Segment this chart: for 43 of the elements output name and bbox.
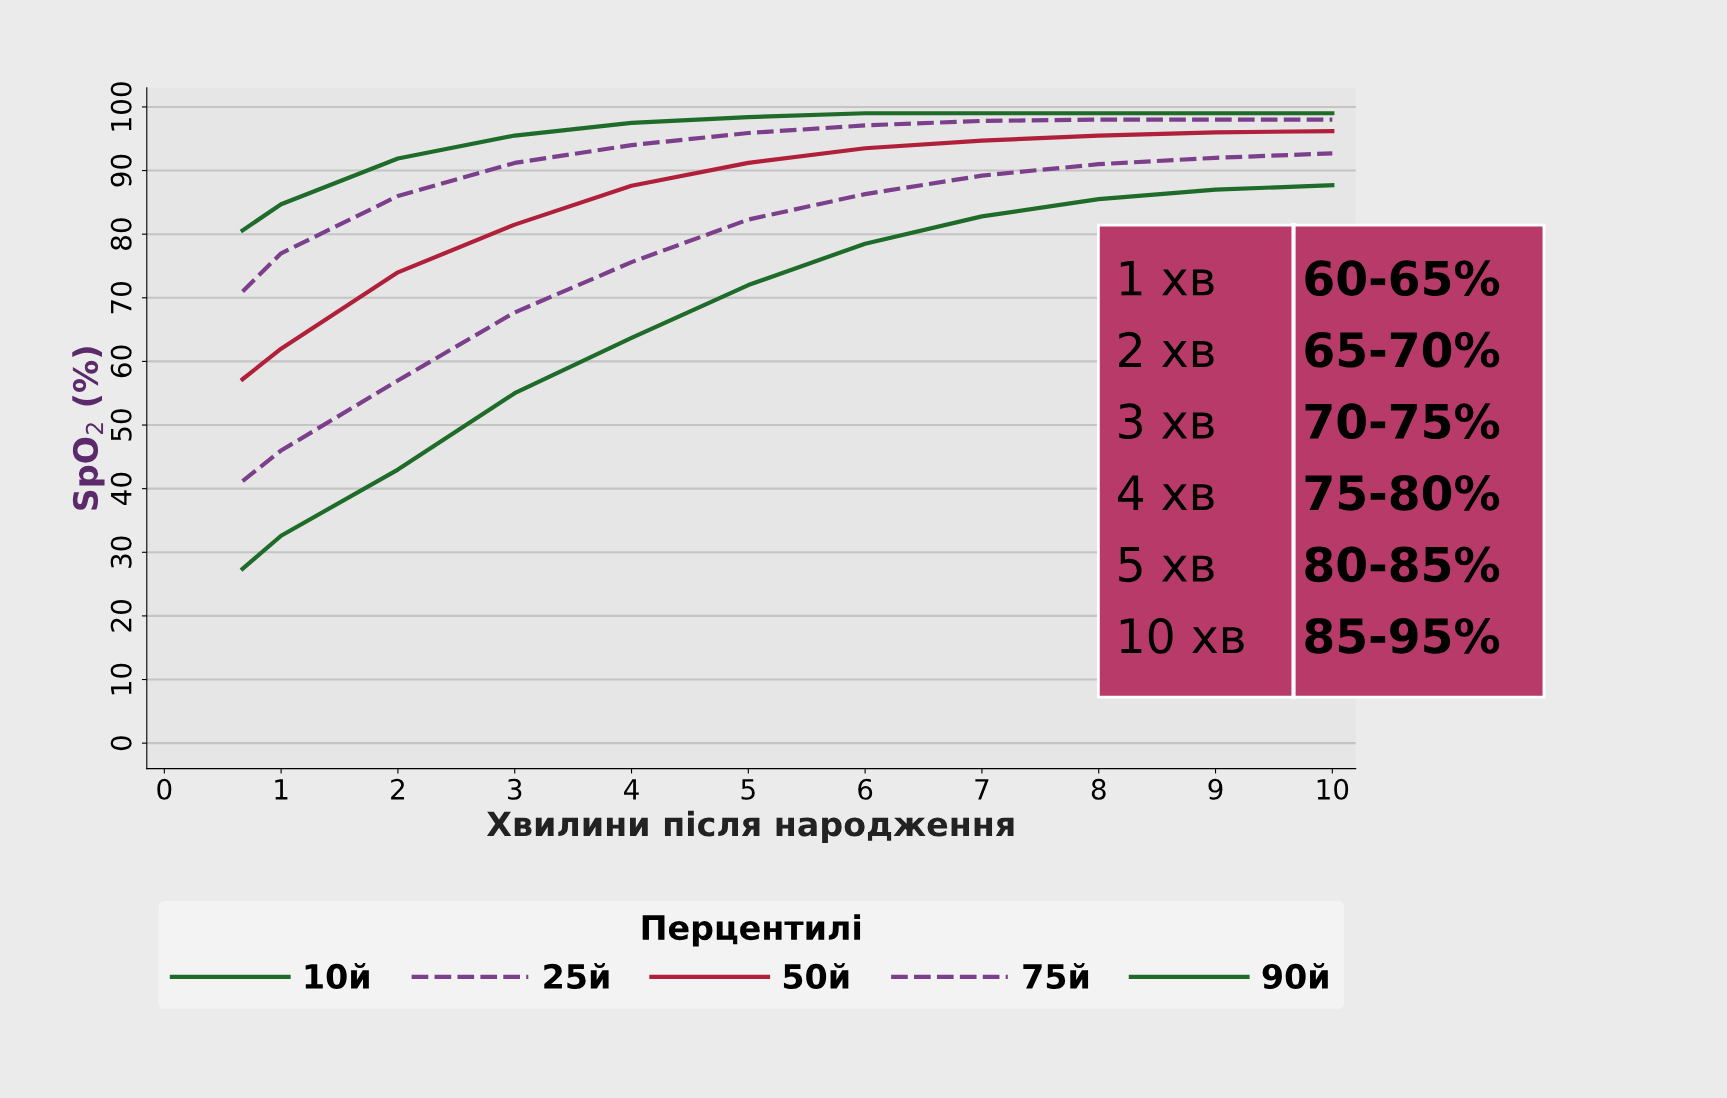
annotation: 4 хв [1117,475,1214,510]
x-tick-label: 3 [508,778,522,800]
x-tick-label: 0 [157,778,172,800]
x-tick-label: 5 [741,779,755,800]
x-tick-label: 6 [858,778,873,800]
y-tick-label: 100 [110,82,132,131]
y-axis-title: SpO$_{2}$ (%) [72,347,105,510]
x-tick-label: 10 [1317,778,1349,800]
y-tick-label: 60 [110,345,132,378]
annotation: 10 хв [1120,617,1244,654]
y-tick-label: 50 [110,409,132,441]
x-tick-label: 8 [1091,778,1106,800]
legend-label: 10й [305,963,369,990]
x-axis-title: Хвилини після народження [486,810,1014,844]
legend-label: 50й [783,963,849,990]
y-tick-label: 40 [110,472,132,505]
annotation: 75-80% [1305,474,1500,511]
annotation: 70-75% [1305,403,1500,440]
legend-label: 90й [1262,963,1328,990]
y-tick-label: 20 [110,600,132,632]
x-tick-label: 9 [1208,778,1223,800]
annotation: 65-70% [1305,331,1500,368]
legend-label: 25й [544,963,609,990]
y-tick-label: 30 [110,536,132,568]
annotation: 60-65% [1305,260,1500,297]
annotation: 80-85% [1305,546,1500,583]
annotation: 1 хв [1120,260,1214,296]
y-tick-label: 0 [110,736,132,751]
y-tick-label: 10 [110,663,132,695]
legend-label: 75й [1023,963,1089,990]
x-tick-label: 4 [624,779,639,800]
y-tick-label: 80 [110,218,132,250]
annotation: 85-95% [1305,617,1500,654]
annotation: 3 хв [1119,403,1214,440]
x-tick-label: 1 [275,779,288,800]
y-tick-label: 90 [110,154,132,187]
line-series [240,111,1335,233]
annotation: 5 хв [1119,547,1214,583]
annotation: 2 хв [1119,331,1214,367]
y-tick-label: 70 [110,281,132,314]
x-tick-label: 7 [975,779,989,800]
legend-title: Перцентилі [642,914,861,947]
x-tick-label: 2 [391,778,404,800]
